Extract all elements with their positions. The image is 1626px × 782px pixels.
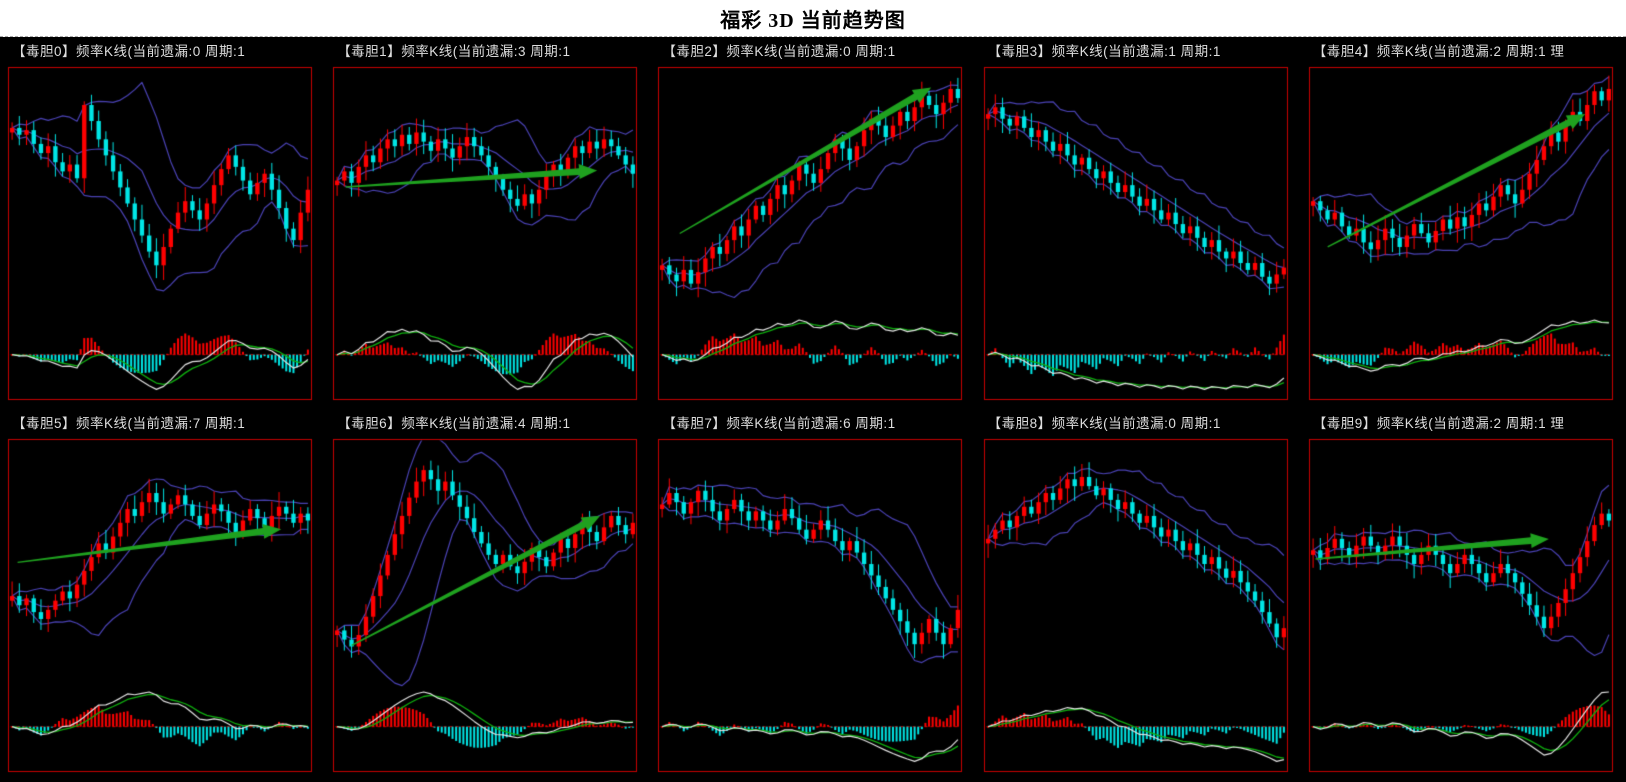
kline-chart-canvas — [975, 65, 1301, 409]
panel-title: 【毒胆9】频率K线(当前遗漏:2 周期:1 理 — [1312, 416, 1565, 431]
panel-title: 【毒胆1】频率K线(当前遗漏:3 周期:1 — [337, 44, 571, 59]
kline-panel: 【毒胆5】频率K线(当前遗漏:7 周期:1 — [0, 409, 326, 781]
title-bar: 福彩 3D 当前趋势图 — [0, 0, 1626, 37]
panel-title: 【毒胆2】频率K线(当前遗漏:0 周期:1 — [662, 44, 896, 59]
kline-chart-canvas — [650, 65, 976, 409]
kline-chart-canvas — [1300, 437, 1626, 781]
kline-panel: 【毒胆7】频率K线(当前遗漏:6 周期:1 — [650, 409, 976, 781]
kline-chart-canvas — [1300, 65, 1626, 409]
kline-panel: 【毒胆8】频率K线(当前遗漏:0 周期:1 — [975, 409, 1301, 781]
panels-grid: 【毒胆0】频率K线(当前遗漏:0 周期:1 【毒胆1】频率K线(当前遗漏:3 周… — [0, 37, 1626, 781]
kline-panel: 【毒胆1】频率K线(当前遗漏:3 周期:1 — [325, 37, 651, 409]
kline-chart-canvas — [325, 65, 651, 409]
kline-panel: 【毒胆4】频率K线(当前遗漏:2 周期:1 理 — [1300, 37, 1626, 409]
panel-title: 【毒胆7】频率K线(当前遗漏:6 周期:1 — [662, 416, 896, 431]
kline-chart-canvas — [975, 437, 1301, 781]
kline-panel: 【毒胆2】频率K线(当前遗漏:0 周期:1 — [650, 37, 976, 409]
kline-chart-canvas — [0, 65, 325, 409]
panel-title: 【毒胆8】频率K线(当前遗漏:0 周期:1 — [987, 416, 1221, 431]
panel-title: 【毒胆6】频率K线(当前遗漏:4 周期:1 — [337, 416, 571, 431]
kline-chart-canvas — [325, 437, 651, 781]
page-title: 福彩 3D 当前趋势图 — [720, 9, 906, 32]
panel-title: 【毒胆4】频率K线(当前遗漏:2 周期:1 理 — [1312, 44, 1565, 59]
kline-panel: 【毒胆6】频率K线(当前遗漏:4 周期:1 — [325, 409, 651, 781]
kline-panel: 【毒胆0】频率K线(当前遗漏:0 周期:1 — [0, 37, 326, 409]
kline-panel: 【毒胆3】频率K线(当前遗漏:1 周期:1 — [975, 37, 1301, 409]
panel-title: 【毒胆3】频率K线(当前遗漏:1 周期:1 — [987, 44, 1221, 59]
kline-panel: 【毒胆9】频率K线(当前遗漏:2 周期:1 理 — [1300, 409, 1626, 781]
kline-chart-canvas — [0, 437, 325, 781]
panel-title: 【毒胆5】频率K线(当前遗漏:7 周期:1 — [12, 416, 246, 431]
panel-title: 【毒胆0】频率K线(当前遗漏:0 周期:1 — [12, 44, 246, 59]
kline-chart-canvas — [650, 437, 976, 781]
